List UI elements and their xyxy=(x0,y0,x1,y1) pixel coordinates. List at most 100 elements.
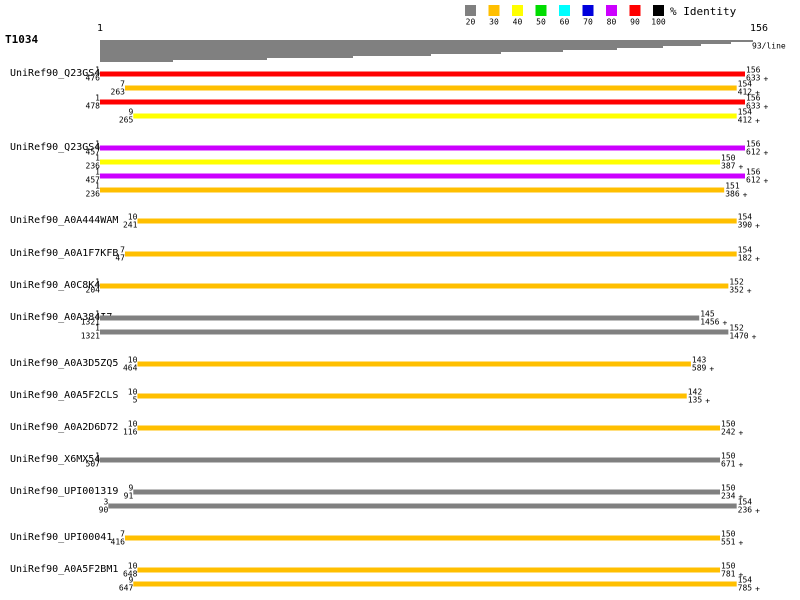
strand: + xyxy=(752,333,757,342)
t-end: 412 xyxy=(738,116,753,125)
q-start: 1 xyxy=(95,310,100,319)
t-end: 671 xyxy=(721,460,736,469)
strand: + xyxy=(722,319,727,328)
legend-label: 20 xyxy=(466,18,476,27)
hit-name: UniRef90_Q23GS4 xyxy=(10,142,100,153)
alignment-bar xyxy=(100,329,729,335)
legend-swatch xyxy=(606,5,617,16)
q-start: 3 xyxy=(103,498,108,507)
strand: + xyxy=(738,163,743,172)
alignment-bar xyxy=(100,159,721,165)
q-end: 154 xyxy=(738,108,753,117)
legend-swatch xyxy=(488,5,500,16)
alignment-bar xyxy=(100,315,700,321)
hit-name: UniRef90_UPI001319 xyxy=(10,486,118,497)
alignment-bar xyxy=(100,99,745,105)
q-end: 150 xyxy=(721,452,736,461)
alignment-bar xyxy=(133,113,737,119)
strand: + xyxy=(763,177,768,186)
hit-name: UniRef90_X6MX54 xyxy=(10,454,100,465)
legend-swatch xyxy=(629,5,641,16)
strand: + xyxy=(709,365,714,374)
t-end: 412 xyxy=(738,88,753,97)
t-start: 90 xyxy=(99,506,109,515)
strand: + xyxy=(755,89,760,98)
strand: + xyxy=(755,255,760,264)
q-end: 156 xyxy=(746,66,761,75)
hit-name: UniRef90_A0A3D5ZQ5 xyxy=(10,358,118,369)
q-end: 152 xyxy=(729,278,744,287)
t-end: 781 xyxy=(721,570,736,579)
alignment-bar xyxy=(137,425,721,431)
strand: + xyxy=(755,222,760,231)
hit-name: UniRef90_A0A444WAM xyxy=(10,215,118,226)
legend-swatch xyxy=(559,5,570,16)
q-end: 143 xyxy=(692,356,707,365)
q-end: 150 xyxy=(721,484,736,493)
q-end: 154 xyxy=(738,576,753,585)
strand: + xyxy=(705,397,710,406)
q-start: 1 xyxy=(95,154,100,163)
q-end: 150 xyxy=(721,154,736,163)
t-end: 390 xyxy=(738,221,753,230)
t-end: 135 xyxy=(688,396,703,405)
q-end: 154 xyxy=(738,80,753,89)
t-start: 648 xyxy=(123,570,138,579)
t-end: 633 xyxy=(746,74,761,83)
t-end: 589 xyxy=(692,364,707,373)
q-end: 142 xyxy=(688,388,703,397)
alignment-bar xyxy=(124,535,721,541)
strand: + xyxy=(743,191,748,200)
t-start: 1321 xyxy=(81,318,100,327)
t-end: 242 xyxy=(721,428,736,437)
legend-label: 40 xyxy=(513,18,523,27)
alignment-bar xyxy=(100,71,745,77)
t-start: 416 xyxy=(111,538,126,547)
q-end: 150 xyxy=(721,562,736,571)
q-start: 7 xyxy=(120,530,125,539)
q-start: 7 xyxy=(120,80,125,89)
q-end: 150 xyxy=(721,530,736,539)
legend-swatch xyxy=(582,5,594,16)
legend-swatch xyxy=(465,5,476,16)
alignment-bar xyxy=(124,251,737,257)
hit-name: UniRef90_A0A1F7KFB xyxy=(10,248,118,259)
t-end: 612 xyxy=(746,148,761,157)
alignment-bar xyxy=(133,581,737,587)
t-start: 476 xyxy=(86,74,101,83)
t-start: 91 xyxy=(124,492,134,501)
strand: + xyxy=(755,585,760,594)
q-start: 10 xyxy=(128,388,138,397)
legend-label: 30 xyxy=(489,18,499,27)
alignment-bar xyxy=(100,145,745,151)
t-end: 182 xyxy=(738,254,753,263)
t-start: 116 xyxy=(123,428,138,437)
alignment-bar xyxy=(124,85,737,91)
q-start: 10 xyxy=(128,213,138,222)
q-start: 9 xyxy=(128,484,133,493)
legend-title: % Identity xyxy=(670,5,737,18)
q-start: 9 xyxy=(128,576,133,585)
hit-name: UniRef90_A0C8K4 xyxy=(10,280,100,291)
q-end: 156 xyxy=(746,94,761,103)
q-start: 1 xyxy=(95,182,100,191)
strand: + xyxy=(755,117,760,126)
q-start: 1 xyxy=(95,140,100,149)
t-start: 47 xyxy=(115,254,125,263)
hit-name: UniRef90_A0A2D6D72 xyxy=(10,422,118,433)
q-start: 10 xyxy=(128,356,138,365)
query-start: 1 xyxy=(97,23,103,34)
alignment-bar xyxy=(100,457,721,463)
q-end: 154 xyxy=(738,246,753,255)
t-end: 785 xyxy=(738,584,753,593)
t-start: 5 xyxy=(133,396,138,405)
q-end: 154 xyxy=(738,213,753,222)
strand: + xyxy=(763,103,768,112)
t-end: 1456 xyxy=(700,318,719,327)
hit-name: UniRef90_UPI00041 xyxy=(10,532,112,543)
t-start: 478 xyxy=(86,102,101,111)
hit-name: UniRef90_A0A5F2CLS xyxy=(10,390,118,401)
hit-name: UniRef90_A0A5F2BM1 xyxy=(10,564,118,575)
legend-label: 60 xyxy=(560,18,570,27)
t-start: 263 xyxy=(111,88,126,97)
